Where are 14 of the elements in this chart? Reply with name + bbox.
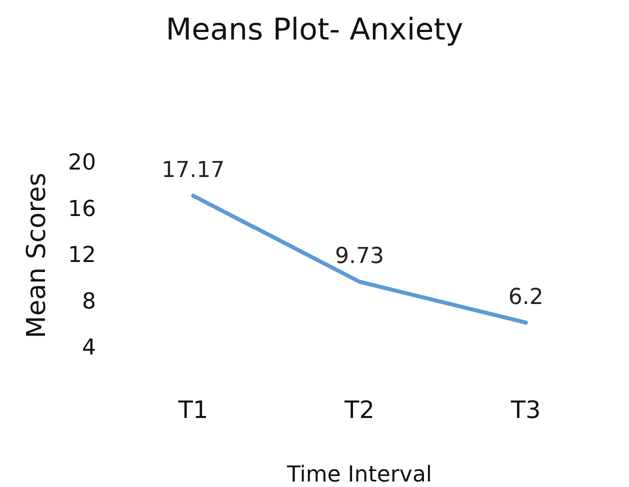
x-tick-label: T3 [510, 396, 541, 424]
y-axis-title: Mean Scores [22, 172, 52, 338]
data-label: 9.73 [335, 244, 384, 270]
chart-title: Means Plot- Anxiety [166, 12, 464, 48]
y-tick-label: 12 [68, 243, 96, 268]
y-tick-label: 16 [68, 196, 96, 222]
data-label: 17.17 [162, 158, 225, 184]
data-label: 6.2 [508, 285, 544, 310]
x-axis-title: Time Interval [286, 462, 432, 487]
x-tick-label: T1 [177, 396, 208, 424]
y-tick-label: 4 [82, 336, 96, 360]
y-tick-label: 20 [68, 150, 96, 176]
x-tick-label: T2 [344, 396, 374, 424]
y-tick-label: 8 [82, 289, 96, 314]
